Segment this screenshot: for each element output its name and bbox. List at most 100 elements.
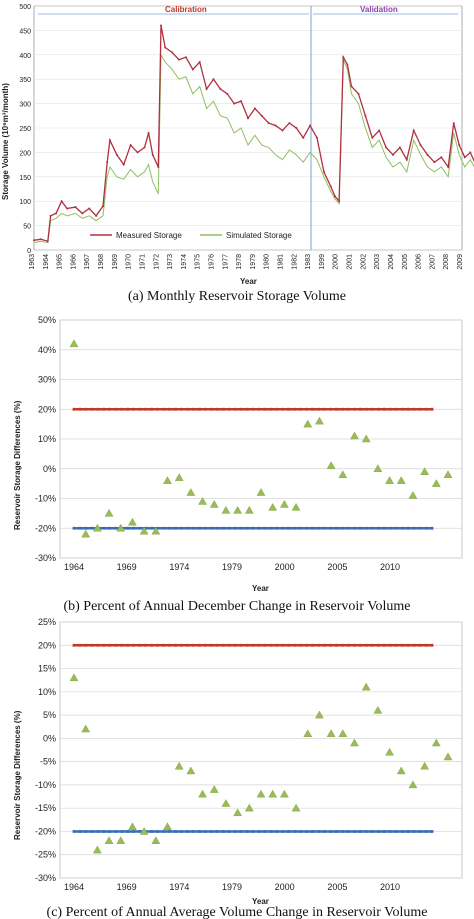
x-tick-label: 1983: [305, 254, 312, 270]
data-point: [221, 799, 231, 807]
bound-marker: [168, 643, 171, 647]
bound-marker: [90, 407, 94, 411]
bound-marker: [263, 830, 267, 833]
y-tick-label: -15%: [35, 803, 56, 813]
bound-marker: [126, 526, 130, 530]
bound-marker: [418, 526, 422, 530]
data-point: [338, 470, 348, 478]
bound-marker: [174, 407, 177, 411]
measured-point: [60, 200, 63, 203]
bound-marker: [335, 526, 338, 530]
measured-point: [198, 61, 201, 64]
y-tick-label: 300: [19, 102, 31, 109]
bound-marker: [168, 407, 171, 411]
measured-point: [398, 146, 401, 149]
bound-marker: [245, 830, 249, 833]
data-point: [174, 473, 184, 481]
bound-marker: [233, 643, 237, 647]
measured-point: [129, 144, 132, 147]
data-point: [396, 476, 406, 484]
measured-point: [322, 170, 325, 173]
bound-marker: [275, 526, 279, 530]
bound-marker: [191, 643, 195, 647]
y-tick-label: -20%: [35, 523, 56, 533]
x-tick-label: 1979: [250, 254, 257, 270]
bound-marker: [323, 830, 326, 833]
measured-point: [385, 146, 388, 149]
x-tick-label: 2005: [327, 882, 347, 892]
x-tick-label: 1979: [222, 562, 242, 572]
bound-marker: [341, 830, 344, 833]
y-tick-label: 500: [19, 4, 31, 11]
x-tick-label: 2008: [443, 254, 450, 270]
x-tick-label: 1975: [195, 254, 202, 270]
bound-marker: [299, 526, 303, 530]
bound-marker: [174, 830, 177, 833]
data-point: [385, 476, 394, 484]
bound-marker: [185, 643, 189, 647]
measured-point: [177, 58, 180, 61]
bound-marker: [400, 643, 404, 647]
bound-marker: [180, 407, 183, 411]
y-tick-label: 15%: [38, 664, 56, 674]
bound-marker: [305, 643, 309, 647]
bound-marker: [156, 643, 159, 647]
bound-marker: [370, 643, 374, 647]
measured-point: [160, 24, 163, 27]
bound-marker: [317, 830, 321, 833]
bound-marker: [156, 407, 159, 411]
bound-marker: [400, 526, 404, 530]
bound-marker: [84, 643, 88, 647]
bound-marker: [364, 526, 368, 530]
bound-marker: [126, 643, 130, 647]
bound-marker: [215, 526, 219, 530]
bound-marker: [406, 643, 410, 647]
measured-point: [274, 124, 277, 127]
bound-marker: [120, 830, 124, 833]
x-tick-label: 2005: [402, 254, 409, 270]
y-tick-labels: 0 50 100 150 200 250 300 350 400 450 500: [19, 4, 31, 255]
measured-point: [267, 122, 270, 125]
caption-a: (a) Monthly Reservoir Storage Volume: [128, 289, 346, 304]
bound-marker: [203, 830, 207, 833]
data-point: [350, 738, 359, 747]
bound-marker: [281, 407, 285, 411]
x-tick-label: 1968: [98, 254, 105, 270]
bound-marker: [203, 407, 207, 411]
y-tick-label: -25%: [35, 850, 56, 860]
y-axis-title: Reservoir Storage Differences (%): [13, 710, 22, 840]
bound-marker: [406, 407, 410, 411]
data-point: [233, 808, 243, 817]
x-tick-label: 1967: [84, 254, 91, 270]
measured-point: [74, 206, 77, 209]
bound-marker: [347, 407, 350, 411]
y-axis-title: Reservoir Storage Differences (%): [13, 400, 22, 530]
data-point: [256, 789, 266, 798]
y-tick-label: 20%: [38, 640, 56, 650]
y-tick-label: 0%: [43, 733, 56, 743]
bound-marker: [221, 643, 225, 647]
bound-marker: [108, 526, 112, 530]
bound-marker: [299, 643, 303, 647]
bound-marker: [150, 526, 153, 530]
measured-point: [136, 151, 139, 154]
x-tick-label: 2009: [457, 254, 464, 270]
bound-marker: [197, 643, 201, 647]
measured-point: [212, 78, 215, 81]
bound-marker: [359, 407, 362, 411]
bound-marker: [424, 526, 428, 530]
bound-marker: [335, 643, 338, 647]
measured-point: [33, 239, 35, 242]
bound-marker: [376, 643, 380, 647]
data-point: [81, 724, 91, 733]
data-point: [361, 434, 371, 443]
x-tick-label: 1964: [43, 254, 50, 270]
bound-marker: [132, 407, 136, 411]
x-tick-label: 1966: [70, 254, 77, 270]
bound-marker: [335, 830, 338, 833]
measured-point: [157, 166, 160, 169]
bound-marker: [162, 830, 165, 833]
data-point: [431, 479, 441, 487]
y-tick-label: 5%: [43, 710, 56, 720]
